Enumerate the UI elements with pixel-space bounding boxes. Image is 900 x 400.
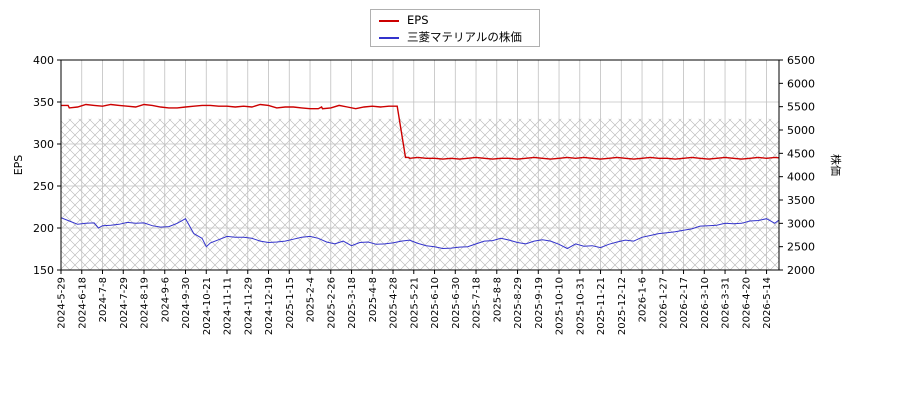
left-y-axis-ticks: 150 200 250 300 350 400 xyxy=(33,54,61,277)
x-tick-label: 2026-5-14 xyxy=(762,277,773,329)
right-tick-label: 4500 xyxy=(787,147,815,160)
right-tick-label: 5500 xyxy=(787,101,815,114)
right-tick-label: 6000 xyxy=(787,77,815,90)
x-tick-label: 2025-3-18 xyxy=(347,277,358,329)
x-tick-label: 2024-11-29 xyxy=(243,277,254,335)
x-tick-label: 2025-9-19 xyxy=(534,277,545,329)
x-tick-label: 2024-5-29 xyxy=(57,277,68,329)
right-tick-label: 2500 xyxy=(787,241,815,254)
x-tick-label: 2025-4-8 xyxy=(368,277,379,322)
x-tick-label: 2025-2-4 xyxy=(306,277,317,322)
x-tick-label: 2025-6-10 xyxy=(430,277,441,329)
left-tick-label: 150 xyxy=(33,264,54,277)
left-tick-label: 200 xyxy=(33,222,54,235)
x-tick-label: 2025-6-30 xyxy=(451,277,462,329)
x-tick-label: 2025-8-29 xyxy=(513,277,524,329)
x-tick-label: 2025-10-10 xyxy=(555,277,566,335)
x-tick-label: 2025-4-28 xyxy=(389,277,400,329)
right-tick-label: 6500 xyxy=(787,54,815,67)
right-axis-title: 株価 xyxy=(829,154,843,176)
plot-frame xyxy=(60,59,780,271)
left-tick-label: 300 xyxy=(33,138,54,151)
left-axis-title: EPS xyxy=(12,155,25,176)
x-tick-label: 2026-3-31 xyxy=(721,277,732,329)
legend-label-price: 三菱マテリアルの株価 xyxy=(407,30,522,44)
x-tick-label: 2025-10-31 xyxy=(575,277,586,335)
x-tick-label: 2025-5-21 xyxy=(409,277,420,329)
x-tick-label: 2024-8-19 xyxy=(140,277,151,329)
x-tick-label: 2024-7-8 xyxy=(98,277,109,322)
legend-swatch-price xyxy=(379,36,399,39)
x-tick-label: 2026-4-20 xyxy=(741,277,752,329)
x-tick-label: 2025-2-26 xyxy=(326,277,337,329)
right-y-axis-ticks: 2000 2500 3000 3500 4000 4500 5000 5500 6000 6500 xyxy=(779,54,815,277)
x-tick-label: 2026-1-6 xyxy=(638,277,649,322)
x-tick-label: 2025-1-15 xyxy=(285,277,296,329)
right-tick-label: 3500 xyxy=(787,194,815,207)
vertical-gridlines xyxy=(81,60,767,270)
legend-item-price: 三菱マテリアルの株価 xyxy=(379,29,522,45)
x-tick-label: 2024-7-29 xyxy=(119,277,130,329)
x-tick-label: 2025-11-21 xyxy=(596,277,607,335)
eps-series-line xyxy=(61,103,779,160)
right-tick-label: 5000 xyxy=(787,124,815,137)
legend-item-eps: EPS xyxy=(379,12,429,28)
left-tick-label: 250 xyxy=(33,180,54,193)
left-tick-label: 400 xyxy=(33,54,54,67)
x-tick-label: 2025-8-8 xyxy=(492,277,503,322)
x-tick-label: 2026-2-17 xyxy=(679,277,690,329)
price-series-line xyxy=(61,217,779,250)
x-tick-label: 2024-9-30 xyxy=(181,277,192,329)
x-tick-label: 2024-10-21 xyxy=(202,277,213,335)
left-tick-label: 350 xyxy=(33,96,54,109)
horizontal-gridlines xyxy=(61,101,779,229)
shaded-band xyxy=(61,118,779,270)
legend-label-eps: EPS xyxy=(407,13,429,27)
legend: EPS 三菱マテリアルの株価 xyxy=(370,9,540,47)
legend-swatch-eps xyxy=(379,19,399,22)
x-tick-label: 2024-11-11 xyxy=(223,277,234,335)
x-tick-label: 2026-3-10 xyxy=(700,277,711,329)
right-tick-label: 2000 xyxy=(787,264,815,277)
x-tick-label: 2026-1-27 xyxy=(658,277,669,329)
x-tick-label: 2024-6-18 xyxy=(77,277,88,329)
right-tick-label: 4000 xyxy=(787,171,815,184)
x-tick-label: 2025-7-18 xyxy=(472,277,483,329)
x-tick-label: 2024-9-6 xyxy=(160,277,171,322)
right-tick-label: 3000 xyxy=(787,217,815,230)
x-tick-label: 2025-12-12 xyxy=(617,277,628,335)
x-axis-ticks: 2024-5-29 2024-6-18 2024-7-8 2024-7-29 2024-… xyxy=(57,270,773,335)
x-tick-label: 2024-12-19 xyxy=(264,277,275,335)
